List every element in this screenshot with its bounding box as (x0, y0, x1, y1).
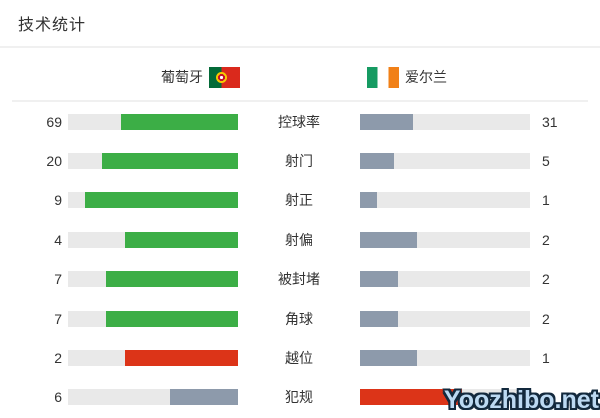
home-bar-fill (105, 310, 238, 327)
home-value: 69 (46, 113, 62, 130)
away-bar-fill (360, 350, 417, 367)
stat-label: 射正 (285, 192, 313, 209)
stat-label: 越位 (285, 350, 313, 367)
away-value: 9 (542, 389, 550, 406)
home-bar-fill (102, 153, 238, 170)
stat-label: 角球 (285, 310, 313, 327)
home-bar-fill (170, 389, 238, 406)
away-value: 2 (542, 310, 550, 327)
away-bar (360, 231, 530, 248)
home-value: 6 (54, 389, 62, 406)
home-bar (68, 231, 238, 248)
home-bar-fill (85, 192, 238, 209)
stat-row: 7 角球 2 (0, 299, 600, 338)
away-bar (360, 350, 530, 367)
home-value: 2 (54, 350, 62, 367)
home-value: 20 (46, 153, 62, 170)
stat-row: 7 被封堵 2 (0, 260, 600, 299)
stat-rows: 69 控球率 31 20 射门 5 9 射正 1 4 (0, 102, 600, 417)
away-bar (360, 113, 530, 130)
team-away-name: 爱尔兰 (405, 69, 447, 85)
stat-label: 射门 (285, 153, 313, 170)
ireland-flag-icon (367, 66, 399, 88)
away-bar-fill (360, 231, 417, 248)
stat-label: 被封堵 (278, 271, 320, 288)
away-bar (360, 192, 530, 209)
away-bar-fill (360, 389, 462, 406)
team-home-header: 葡萄牙 (161, 66, 240, 88)
home-bar-fill (120, 113, 238, 130)
home-bar (68, 389, 238, 406)
home-value: 7 (54, 271, 62, 288)
home-bar (68, 310, 238, 327)
away-value: 1 (542, 192, 550, 209)
page-title: 技术统计 (18, 17, 87, 34)
stat-label: 射偏 (285, 231, 313, 248)
team-home-name: 葡萄牙 (161, 69, 203, 85)
away-bar-fill (360, 271, 398, 288)
away-bar (360, 271, 530, 288)
away-bar (360, 389, 530, 406)
away-bar (360, 153, 530, 170)
stat-label: 犯规 (285, 389, 313, 406)
watermark: Yoozhibo.net (443, 386, 599, 414)
away-value: 1 (542, 350, 550, 367)
stat-row: 69 控球率 31 (0, 102, 600, 141)
away-bar-fill (360, 310, 398, 327)
home-bar-fill (124, 231, 238, 248)
home-bar (68, 113, 238, 130)
stat-row: 20 射门 5 (0, 141, 600, 180)
home-bar-fill (105, 271, 238, 288)
home-value: 9 (54, 192, 62, 209)
away-value: 2 (542, 231, 550, 248)
away-bar-fill (360, 113, 413, 130)
portugal-flag-icon (209, 66, 240, 88)
home-bar (68, 271, 238, 288)
divider (0, 46, 600, 48)
stat-row: 2 越位 1 (0, 338, 600, 377)
home-bar-fill (124, 350, 238, 367)
home-bar (68, 350, 238, 367)
away-bar-fill (360, 153, 394, 170)
away-value: 5 (542, 153, 550, 170)
home-bar (68, 192, 238, 209)
stat-label: 控球率 (278, 113, 320, 130)
home-value: 4 (54, 231, 62, 248)
stat-row: 9 射正 1 (0, 181, 600, 220)
away-bar-fill (360, 192, 377, 209)
divider (12, 100, 588, 102)
stat-row: 6 犯规 9 (0, 378, 600, 417)
away-value: 31 (542, 113, 558, 130)
away-bar (360, 310, 530, 327)
team-away-header: 爱尔兰 (367, 66, 447, 88)
stat-row: 4 射偏 2 (0, 220, 600, 259)
home-value: 7 (54, 310, 62, 327)
home-bar (68, 153, 238, 170)
away-value: 2 (542, 271, 550, 288)
